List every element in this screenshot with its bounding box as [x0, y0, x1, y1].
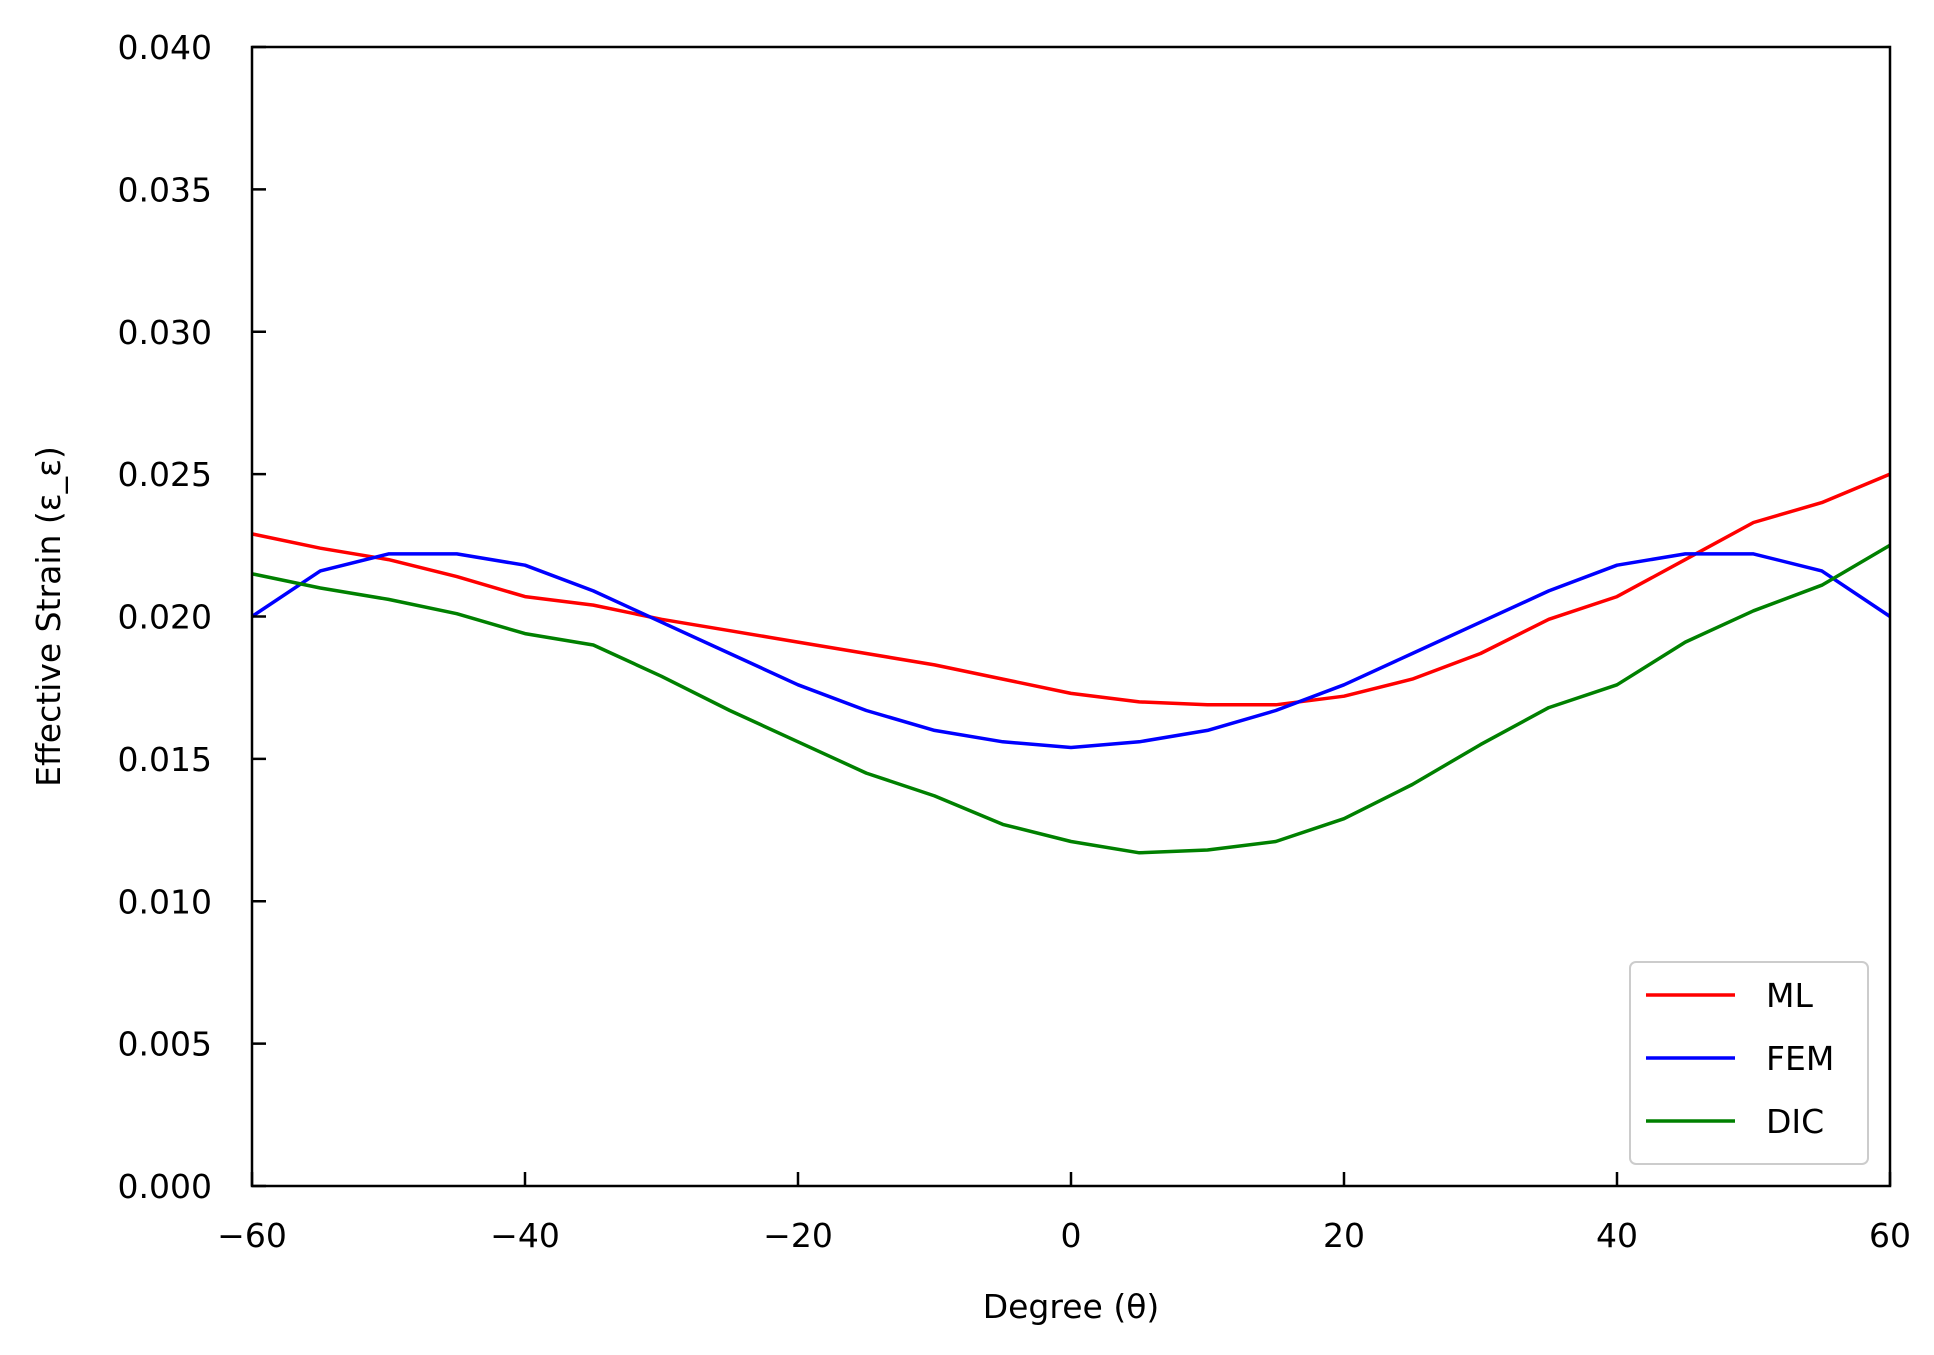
- y-tick-label: 0.035: [118, 170, 212, 209]
- x-tick-label: 20: [1323, 1216, 1365, 1255]
- ticks-layer: −60 −40 −20 0 20 40 60 0.000 0.005 0.010 0.015 0.02…: [118, 28, 1911, 1255]
- y-tick-label: 0.020: [118, 598, 212, 637]
- legend-label-fem: FEM: [1766, 1039, 1834, 1078]
- series-line-fem: [251, 552, 1891, 750]
- x-tick-label: −20: [763, 1216, 833, 1255]
- x-tick-label: 60: [1869, 1216, 1911, 1255]
- x-tick-label: 40: [1596, 1216, 1638, 1255]
- series-line-dic: [251, 543, 1891, 855]
- y-tick-label: 0.010: [118, 882, 212, 921]
- series-line-ml: [251, 472, 1891, 707]
- y-tick-label: 0.030: [118, 313, 212, 352]
- legend-box: [1629, 961, 1869, 1165]
- legend-label-dic: DIC: [1766, 1102, 1824, 1141]
- y-axis-title: Effective Strain (ε_ε): [29, 446, 68, 787]
- x-tick-label: −40: [490, 1216, 560, 1255]
- legend: ML FEM DIC: [1629, 961, 1869, 1165]
- x-axis-title: Degree (θ): [983, 1287, 1160, 1326]
- y-tick-label: 0.025: [118, 455, 212, 494]
- y-tick-label: 0.005: [118, 1025, 212, 1064]
- x-tick-label: −60: [217, 1216, 287, 1255]
- legend-label-ml: ML: [1766, 976, 1813, 1015]
- series-layer: [251, 472, 1891, 855]
- x-tick-label: 0: [1061, 1216, 1082, 1255]
- y-tick-label: 0.040: [118, 28, 212, 67]
- y-tick-label: 0.000: [118, 1167, 212, 1206]
- y-tick-label: 0.015: [118, 740, 212, 779]
